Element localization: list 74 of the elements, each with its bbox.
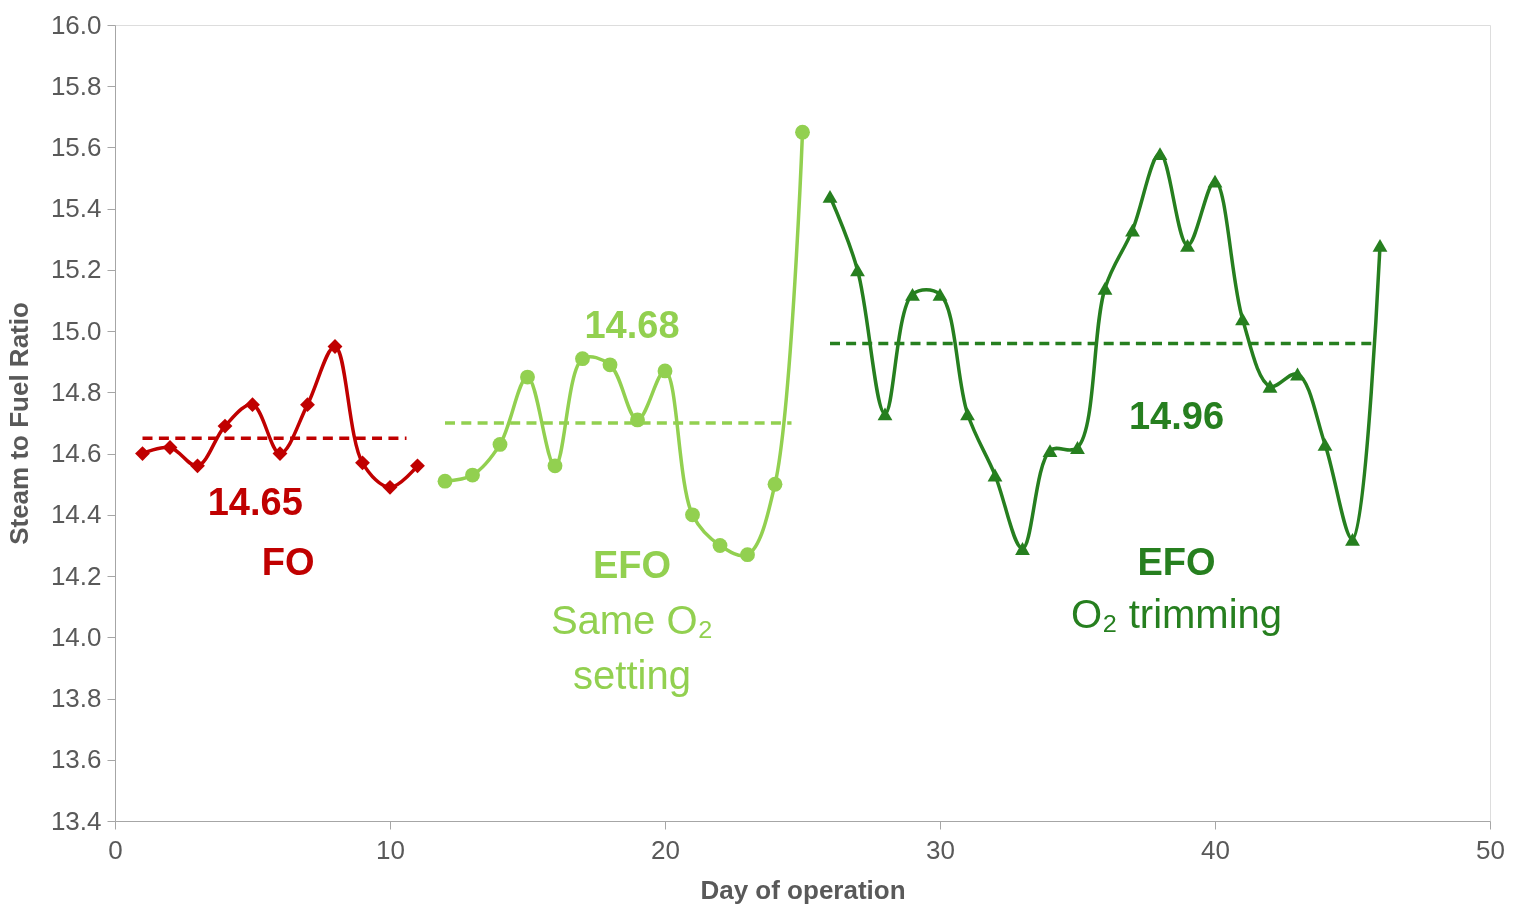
- annotation: FO: [261, 540, 315, 583]
- point: [1207, 174, 1223, 188]
- point: [272, 446, 288, 462]
- x-tick-label: 10: [376, 834, 405, 865]
- y-tick-label: 13.8: [50, 683, 102, 714]
- point: [520, 369, 535, 385]
- point: [190, 458, 205, 474]
- point: [1372, 239, 1388, 252]
- y-tick-label: 16.0: [50, 9, 102, 40]
- point: [410, 458, 425, 474]
- point: [960, 407, 975, 421]
- point: [1180, 239, 1195, 252]
- point: [135, 446, 150, 462]
- point: [1070, 441, 1085, 454]
- point: [1235, 312, 1250, 326]
- annotation: setting: [573, 653, 691, 698]
- point: [575, 351, 590, 367]
- point: [1042, 444, 1058, 457]
- x-tick-label: 0: [108, 834, 123, 865]
- point: [657, 363, 673, 379]
- point: [822, 190, 838, 203]
- annotation: 14.68: [584, 304, 680, 346]
- y-tick-label: 13.4: [50, 805, 102, 836]
- x-tick-label: 30: [926, 834, 955, 865]
- y-axis-title: Steam to Fuel Ratio: [3, 302, 34, 545]
- point: [465, 467, 480, 483]
- y-tick-label: 15.0: [50, 315, 102, 346]
- point: [355, 455, 370, 471]
- point: [1152, 147, 1168, 161]
- point: [1317, 438, 1333, 451]
- annotation: O₂ trimming: [1070, 591, 1283, 636]
- y-tick-label: 14.6: [50, 438, 102, 469]
- x-tick-label: 20: [651, 834, 680, 865]
- point: [905, 287, 920, 301]
- point: [300, 397, 315, 413]
- point: [685, 507, 700, 523]
- annotation: 14.96: [1128, 395, 1225, 438]
- y-tick-label: 15.4: [50, 193, 102, 224]
- point: [740, 547, 755, 563]
- x-tick-label: 50: [1476, 834, 1505, 865]
- annotation: EFO: [592, 543, 672, 586]
- point: [987, 468, 1003, 482]
- x-tick-label: 40: [1201, 834, 1230, 865]
- point: [795, 124, 810, 140]
- annotation: 14.65: [207, 481, 303, 524]
- y-tick-label: 14.8: [50, 376, 102, 407]
- y-tick-label: 14.0: [50, 621, 102, 652]
- point: [382, 479, 398, 495]
- point: [1345, 532, 1360, 546]
- y-tick-label: 15.6: [50, 131, 102, 162]
- annotation: EFO: [1137, 540, 1216, 583]
- point: [712, 538, 728, 553]
- y-tick-label: 14.4: [50, 499, 102, 530]
- point: [1290, 367, 1305, 381]
- point: [1097, 281, 1113, 295]
- point: [1125, 223, 1140, 237]
- point: [492, 437, 508, 452]
- annotation: Same O₂: [550, 598, 714, 642]
- x-axis-title: Day of operation: [700, 874, 906, 905]
- point: [932, 287, 948, 301]
- y-tick-label: 15.2: [50, 254, 102, 285]
- y-tick-label: 15.8: [50, 70, 102, 101]
- point: [1015, 542, 1030, 555]
- point: [877, 407, 893, 421]
- y-tick-label: 13.6: [50, 744, 102, 775]
- point: [547, 458, 563, 474]
- point: [602, 357, 618, 373]
- point: [437, 473, 453, 489]
- point: [767, 476, 783, 492]
- point: [245, 397, 260, 413]
- point: [850, 263, 865, 277]
- y-tick-label: 14.2: [50, 560, 102, 591]
- point: [1262, 379, 1278, 393]
- point: [217, 418, 233, 434]
